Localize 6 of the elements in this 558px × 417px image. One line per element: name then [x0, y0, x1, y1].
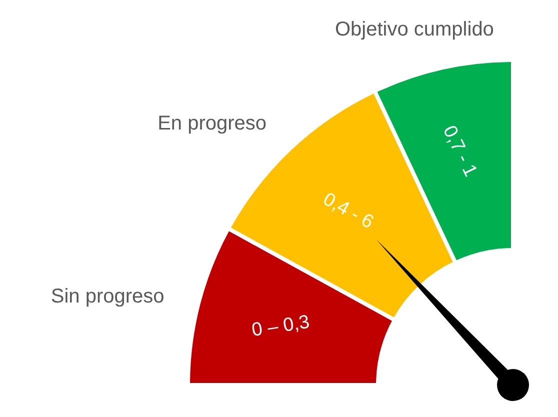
slice-label: 0,7 - 1: [438, 122, 481, 180]
text: En progreso: [158, 112, 267, 135]
text: Objetivo cumplido: [334, 18, 494, 41]
slice-label: 0,4 - 6: [319, 188, 377, 234]
text: Sin progreso: [50, 285, 164, 308]
slice-label: 0 – 0,3: [250, 312, 311, 342]
